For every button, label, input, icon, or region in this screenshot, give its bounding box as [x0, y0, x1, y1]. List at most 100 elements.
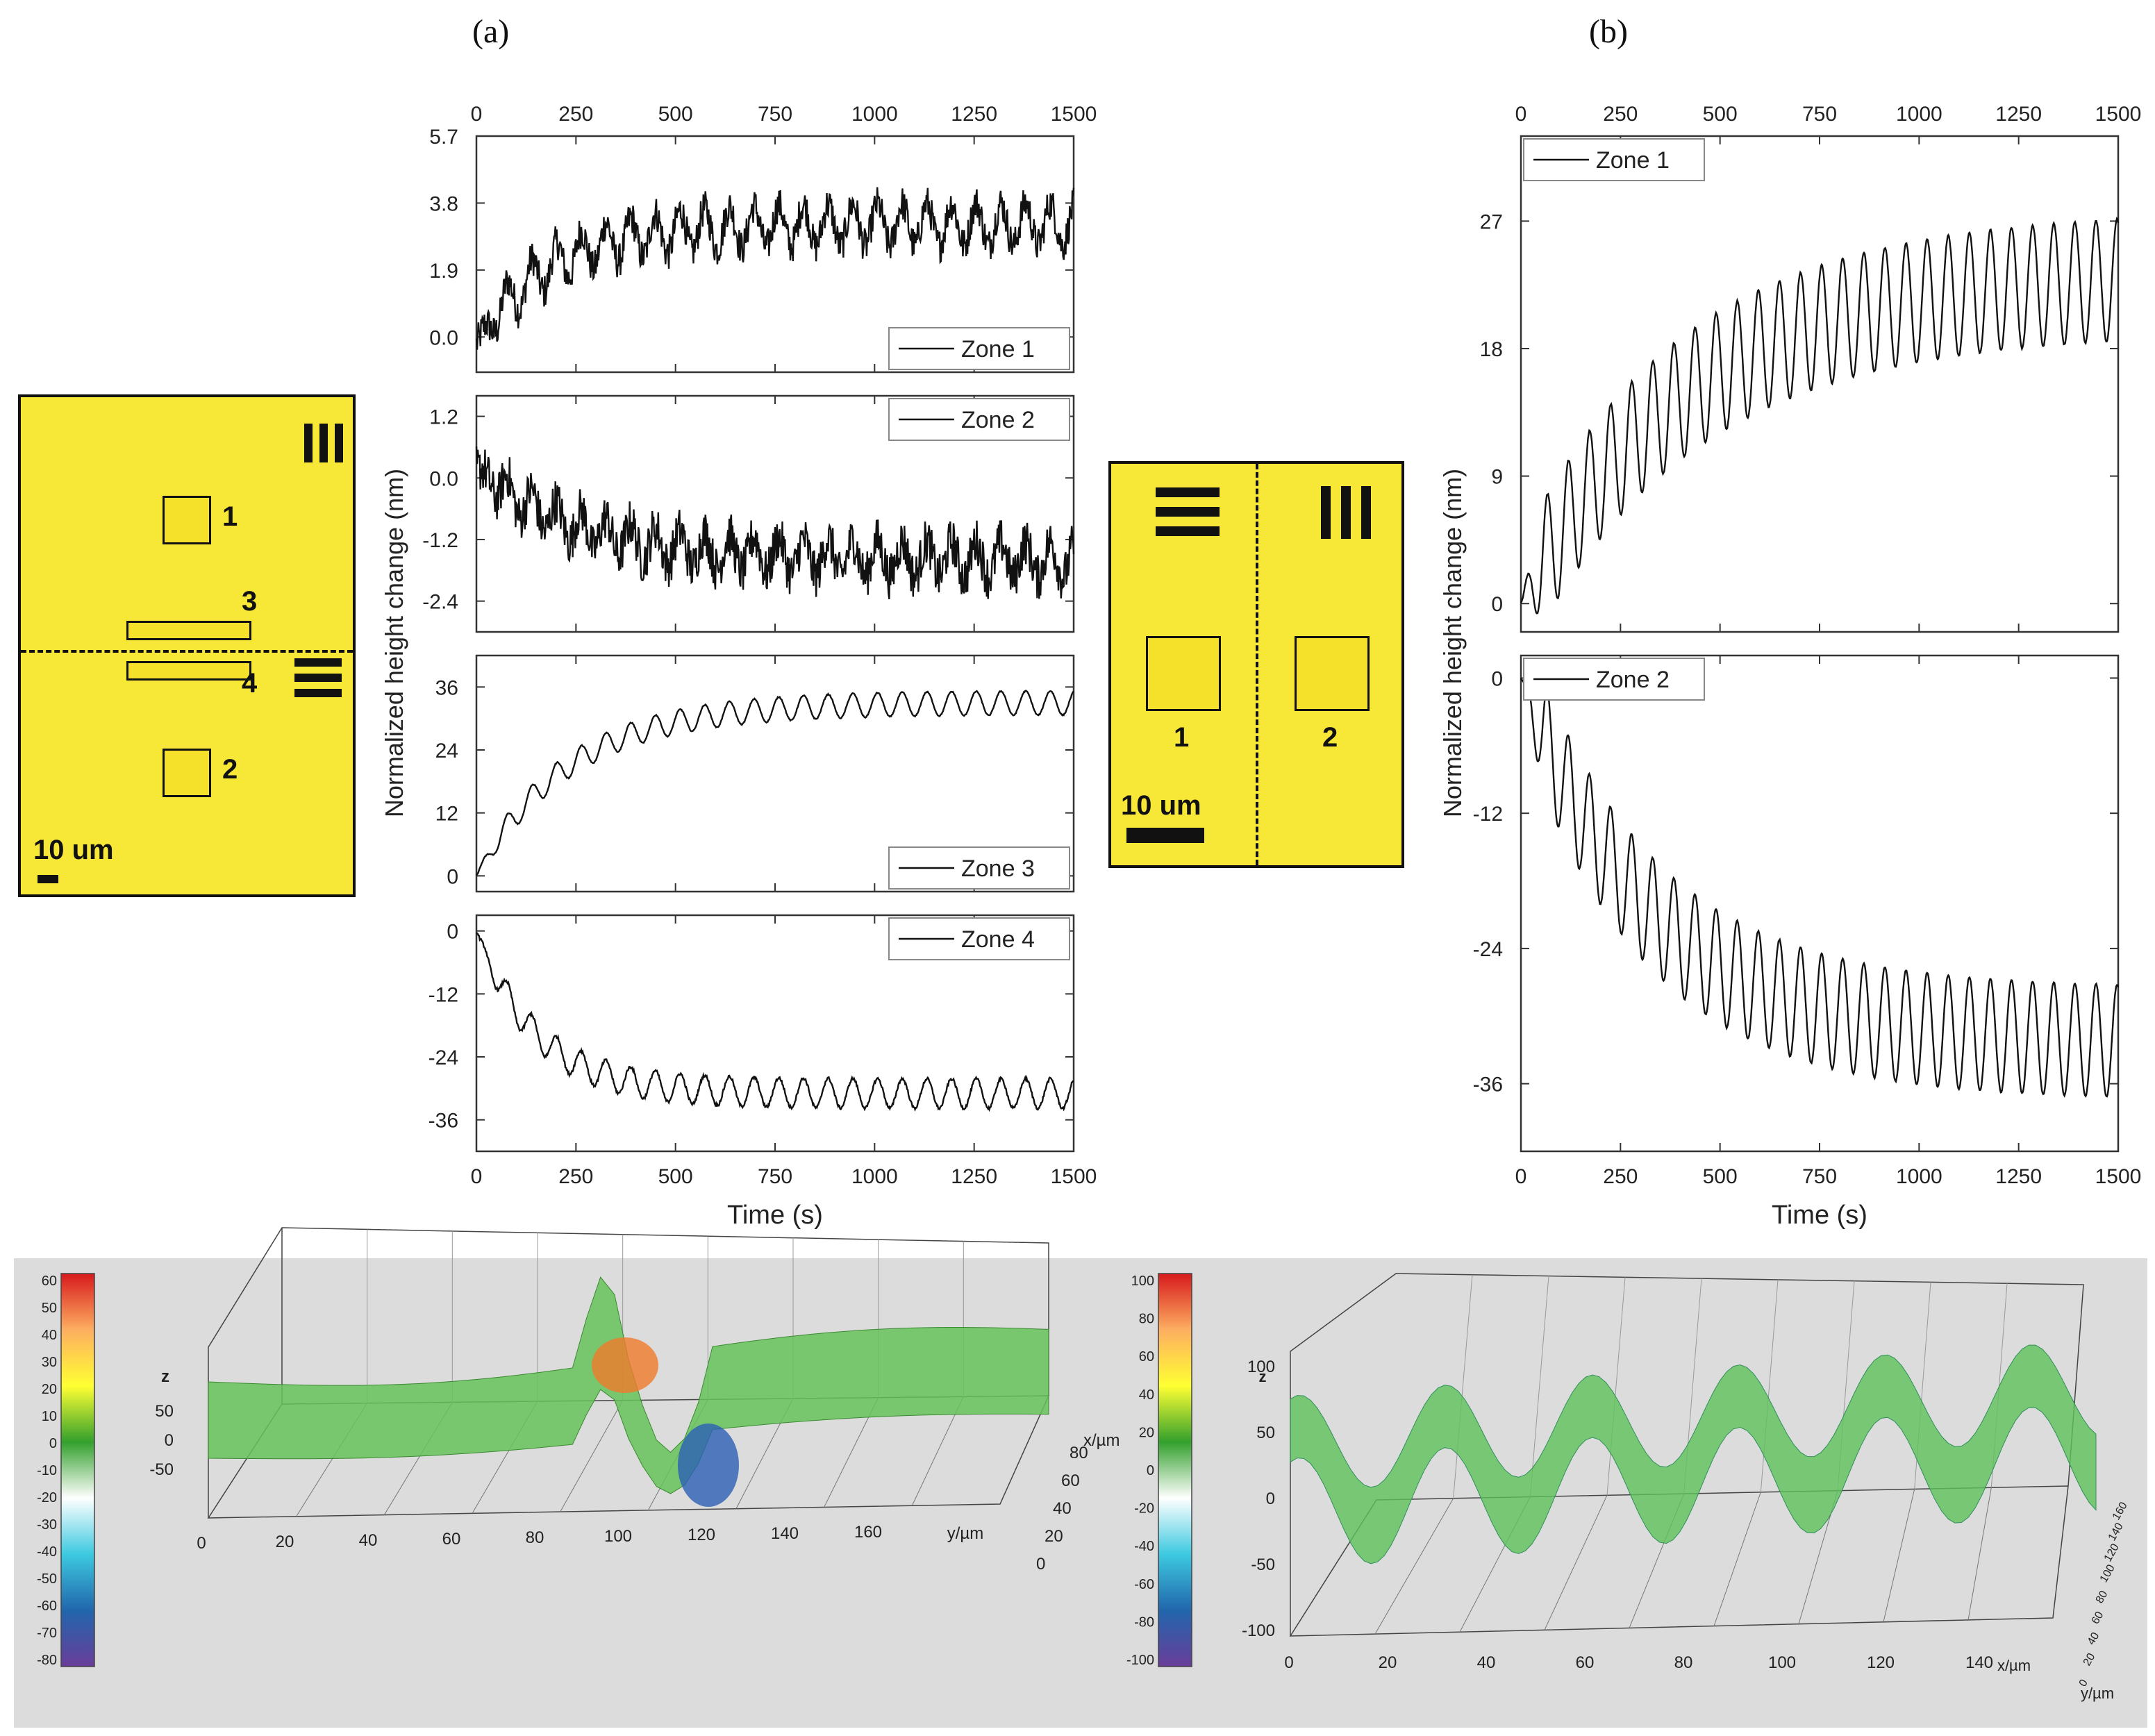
x-tick-label: 750	[1802, 103, 1837, 126]
y-tick-label: 1.2	[429, 406, 458, 429]
y-tick-label: 5.7	[429, 126, 458, 149]
x-tick-label: 0	[471, 103, 483, 126]
scale-bar	[38, 875, 58, 883]
legend-label: Zone 2	[961, 407, 1035, 433]
x-tick-label: 1500	[2095, 1165, 2142, 1188]
zone-1-square	[1146, 636, 1221, 711]
series-line	[475, 187, 1075, 350]
zone-2-square	[1295, 636, 1370, 711]
y-tick-label: 1.9	[429, 260, 458, 283]
x-tick-label: 1250	[951, 103, 997, 126]
x-tick-label: 250	[558, 1165, 593, 1188]
boundary-line	[21, 650, 353, 653]
x-tick-label: 250	[1603, 103, 1638, 126]
x-tick-label: 1250	[1995, 103, 2042, 126]
x-tick-label: 250	[1603, 1165, 1638, 1188]
x-tick-label: 1250	[1995, 1165, 2042, 1188]
y-tick-label: 3.8	[429, 192, 458, 215]
surface-plot-a	[14, 1258, 1113, 1728]
orientation-vertical-icon	[1321, 486, 1371, 539]
x-tick-label: 1000	[1896, 1165, 1942, 1188]
chart-a-zone-4: -36 -24 -12 0 0 250 500 750 1000 1250 1500 Zone 4	[428, 914, 1097, 1188]
scale-bar	[1126, 828, 1204, 843]
x-tick-label: 1000	[851, 103, 898, 126]
y-tick-label: 0.0	[429, 326, 458, 349]
panel-label-a: (a)	[472, 13, 510, 50]
legend: Zone 3	[888, 846, 1070, 890]
y-tick-label: 0	[447, 865, 458, 888]
x-axis-label-a: Time (s)	[727, 1201, 823, 1230]
x-tick-label: 500	[1703, 103, 1738, 126]
x-tick-label: 1250	[951, 1165, 997, 1188]
scale-bar-label: 10 um	[1121, 790, 1201, 821]
y-tick-label: -1.2	[422, 529, 458, 552]
x-tick-label: 500	[1703, 1165, 1738, 1188]
legend: Zone 1	[888, 327, 1070, 370]
chart-b-zone-1: 0 9 18 27 0 250 500 750 1000 1250 1500 Zone 1	[1480, 103, 2142, 633]
y-tick-label: -36	[1473, 1074, 1503, 1096]
legend: Zone 1	[1523, 138, 1705, 181]
chart-b-zone-2: -36 -24 -12 0 0 250 500 750 1000 1250 1500 Zone 2	[1473, 654, 2142, 1188]
legend-label: Zone 4	[961, 926, 1035, 953]
y-tick-label: 0	[447, 921, 458, 944]
x-tick-label: 750	[1802, 1165, 1837, 1188]
schematic-a: 1 3 4 2 10 um	[18, 394, 356, 897]
zone-1-label: 1	[222, 501, 238, 532]
x-tick-label: 0	[1515, 1165, 1527, 1188]
x-tick-label: 250	[558, 103, 593, 126]
legend: Zone 2	[1523, 658, 1705, 701]
surface-plot-b	[1104, 1258, 2147, 1728]
y-axis-label-b: Normalized height change (nm)	[1438, 469, 1467, 817]
zone-2-label: 2	[222, 754, 238, 785]
x-tick-label: 1500	[1051, 103, 1097, 126]
boundary-line	[1256, 464, 1258, 865]
plot-frame	[1520, 654, 2120, 1153]
y-tick-label: 36	[435, 676, 458, 699]
series-line	[1520, 217, 2120, 615]
legend-label: Zone 3	[961, 856, 1035, 882]
y-tick-label: 12	[435, 803, 458, 826]
schematic-b: 1 2 10 um	[1108, 461, 1404, 868]
legend-label: Zone 2	[1596, 667, 1670, 693]
zone-1-label: 1	[1174, 722, 1190, 753]
chart-a-zone-2: -2.4 -1.2 0.0 1.2 Zone 2	[422, 394, 1075, 633]
panel-label-b: (b)	[1589, 13, 1628, 50]
y-tick-label: -24	[1473, 938, 1503, 961]
chart-a-zone-3: 0 12 24 36 Zone 3	[435, 654, 1075, 893]
x-tick-label: 750	[758, 103, 792, 126]
zone-2-square	[163, 749, 211, 797]
scale-bar-label: 10 um	[33, 835, 114, 865]
plot-frame	[1520, 135, 2120, 633]
x-axis-label-b: Time (s)	[1772, 1201, 1867, 1230]
x-tick-label: 1000	[1896, 103, 1942, 126]
y-tick-label: 0	[1491, 593, 1503, 616]
zone-3-label: 3	[242, 586, 258, 617]
y-tick-label: 0	[1491, 667, 1503, 690]
y-tick-label: -36	[428, 1110, 458, 1133]
x-tick-label: 1000	[851, 1165, 898, 1188]
y-tick-label: 0.0	[429, 467, 458, 490]
chart-a-zone-1: 0.0 1.9 3.8 5.7 0 250 500 750 1000 1250 1500 Zone 1	[429, 103, 1097, 374]
zone-4-label: 4	[242, 668, 258, 699]
series-line	[1520, 678, 2120, 1098]
x-tick-label: 1500	[2095, 103, 2142, 126]
orientation-horizontal-icon	[294, 658, 342, 697]
orientation-vertical-icon	[304, 424, 343, 462]
x-tick-label: 0	[1515, 103, 1527, 126]
legend-label: Zone 1	[1596, 147, 1670, 174]
series-line	[476, 932, 1074, 1112]
x-tick-label: 1500	[1051, 1165, 1097, 1188]
y-tick-label: -12	[1473, 803, 1503, 826]
zone-2-label: 2	[1322, 722, 1338, 753]
y-tick-label: -12	[428, 983, 458, 1006]
y-tick-label: 18	[1480, 338, 1503, 361]
y-tick-label: 27	[1480, 210, 1503, 233]
y-tick-label: 9	[1491, 466, 1503, 489]
zone-4-rect	[126, 661, 251, 681]
x-tick-label: 500	[658, 103, 693, 126]
series-line	[475, 446, 1075, 600]
legend-label: Zone 1	[961, 336, 1035, 362]
legend: Zone 4	[888, 917, 1070, 960]
zone-3-rect	[126, 621, 251, 640]
